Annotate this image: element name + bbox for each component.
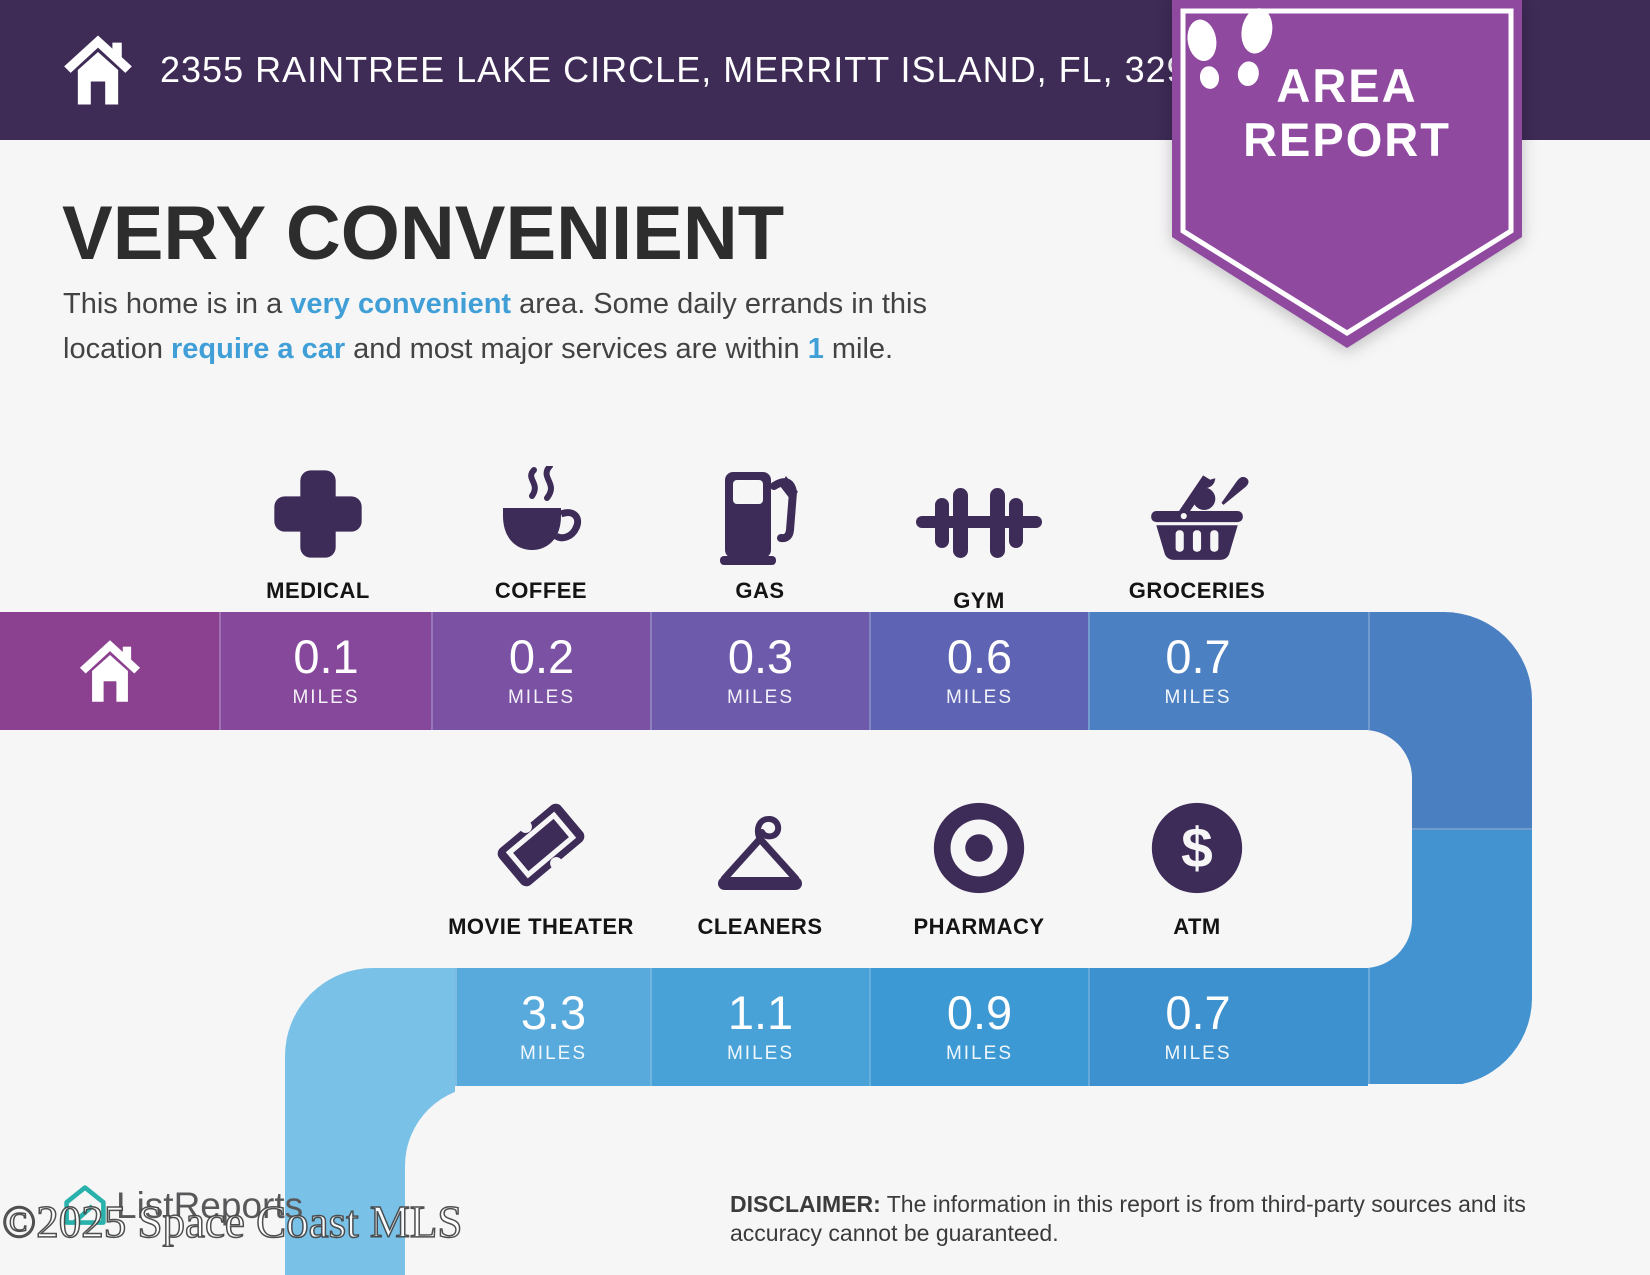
page-title: VERY CONVENIENT xyxy=(62,191,785,276)
description-text: area. Some daily errands in this xyxy=(511,288,927,320)
home-icon xyxy=(79,640,140,702)
distance-cell-medical: 0.1 MILES xyxy=(219,612,431,730)
distance-value: 0.1 xyxy=(293,630,359,683)
poi-label: GAS xyxy=(735,578,785,603)
distance-cell-atm: 0.7 MILES xyxy=(1088,968,1368,1086)
poi-groceries: GROCERIES xyxy=(1067,452,1327,604)
distance-cell-movie-theater: 3.3 MILES xyxy=(455,968,650,1086)
distance-unit: MILES xyxy=(945,687,1014,708)
poi-label: PHARMACY xyxy=(913,914,1045,939)
accent-text: require a car xyxy=(171,333,346,365)
poi-label: MOVIE THEATER xyxy=(448,914,634,939)
badge-inner-border xyxy=(1180,8,1514,336)
medical-cross-icon xyxy=(274,470,362,558)
disclaimer: DISCLAIMER: The information in this repo… xyxy=(730,1190,1545,1248)
description-text: This home is in a xyxy=(63,288,291,320)
path-right-inner-corner xyxy=(1280,730,1412,968)
badge-ribbon-shape xyxy=(1172,0,1522,348)
poi-gym: GYM xyxy=(849,452,1109,614)
hanger-icon xyxy=(718,816,802,890)
movie-ticket-icon xyxy=(497,803,585,887)
property-address: 2355 RAINTREE LAKE CIRCLE, MERRITT ISLAN… xyxy=(160,49,1230,90)
distance-value: 1.1 xyxy=(727,986,794,1039)
distance-cell-coffee: 0.2 MILES xyxy=(431,612,650,730)
footprints-icon xyxy=(1187,8,1273,89)
listreports-logo: ListReports xyxy=(62,1183,303,1229)
distance-cell-gym: 0.6 MILES xyxy=(869,612,1088,730)
badge-title-line1: AREA xyxy=(1276,59,1418,112)
home-icon xyxy=(64,35,132,105)
distance-cell-cleaners: 1.1 MILES xyxy=(650,968,869,1086)
path-left-inner-corner xyxy=(405,1086,700,1275)
distance-value: 0.7 xyxy=(1165,986,1231,1039)
grocery-basket-icon xyxy=(1151,475,1249,560)
distance-band-2: 3.3 MILES 1.1 MILES 0.9 MILES 0.7 MILES xyxy=(455,968,1368,1086)
mls-watermark: ©2025 Space Coast MLS xyxy=(1,1196,463,1248)
accent-text: 1 xyxy=(807,333,824,365)
coffee-cup-icon xyxy=(503,466,582,550)
poi-coffee: COFFEE xyxy=(411,452,671,604)
pharmacy-target-icon xyxy=(933,802,1025,894)
poi-atm: $ ATM xyxy=(1067,788,1327,940)
distance-unit: MILES xyxy=(726,687,795,708)
poi-label: CLEANERS xyxy=(697,914,823,939)
band-home-cell xyxy=(0,612,219,730)
distance-cell-pharmacy: 0.9 MILES xyxy=(869,968,1088,1086)
accent-text: very convenient xyxy=(290,288,512,320)
poi-label: MEDICAL xyxy=(266,578,370,603)
distance-value: 0.7 xyxy=(1165,630,1231,683)
amenity-row-1: MEDICAL COFFEE xyxy=(0,452,1650,613)
badge-title-line2: REPORT xyxy=(1243,113,1451,166)
distance-value: 0.9 xyxy=(946,986,1013,1039)
distance-band-1: 0.1 MILES 0.2 MILES 0.3 MILES 0.6 MILES … xyxy=(0,612,1368,730)
distance-unit: MILES xyxy=(292,687,360,708)
distance-unit: MILES xyxy=(726,1043,795,1064)
poi-pharmacy: PHARMACY xyxy=(849,788,1109,940)
svg-text:$: $ xyxy=(1181,817,1213,881)
gas-pump-icon xyxy=(720,472,798,565)
distance-unit: MILES xyxy=(945,1043,1014,1064)
distance-value: 3.3 xyxy=(520,986,587,1039)
distance-cell-groceries: 0.7 MILES xyxy=(1088,612,1368,730)
amenity-row-2: MOVIE THEATER CLEANERS xyxy=(0,788,1650,948)
logo-text: ListReports xyxy=(116,1185,304,1226)
distance-cell-gas: 0.3 MILES xyxy=(650,612,869,730)
distance-value: 0.3 xyxy=(727,630,794,683)
description: This home is in a very convenient area. … xyxy=(63,282,1123,372)
poi-cleaners: CLEANERS xyxy=(630,788,890,940)
distance-unit: MILES xyxy=(519,1043,588,1064)
listreports-logo-icon xyxy=(64,1185,106,1225)
dumbbell-icon xyxy=(916,488,1042,558)
description-text: mile. xyxy=(823,333,894,365)
disclaimer-text: The information in this report is from t… xyxy=(730,1191,1526,1246)
distance-value: 0.2 xyxy=(508,630,575,683)
poi-movie-theater: MOVIE THEATER xyxy=(411,788,671,940)
poi-label: GROCERIES xyxy=(1128,578,1266,603)
poi-gas: GAS xyxy=(630,452,890,604)
path-right-wrap xyxy=(1368,612,1532,1086)
distance-unit: MILES xyxy=(1164,1043,1232,1064)
poi-label: GYM xyxy=(953,588,1005,613)
distance-value: 0.6 xyxy=(946,630,1013,683)
atm-dollar-icon: $ xyxy=(1151,802,1243,894)
poi-label: COFFEE xyxy=(494,578,588,603)
poi-label: ATM xyxy=(1173,914,1221,939)
poi-medical: MEDICAL xyxy=(188,452,448,604)
distance-unit: MILES xyxy=(507,687,576,708)
area-report-badge: AREA REPORT xyxy=(1172,0,1522,348)
disclaimer-label: DISCLAIMER: xyxy=(730,1191,881,1217)
description-text: location xyxy=(63,333,172,365)
distance-unit: MILES xyxy=(1164,687,1232,708)
description-text: and most major services are within xyxy=(345,333,808,365)
